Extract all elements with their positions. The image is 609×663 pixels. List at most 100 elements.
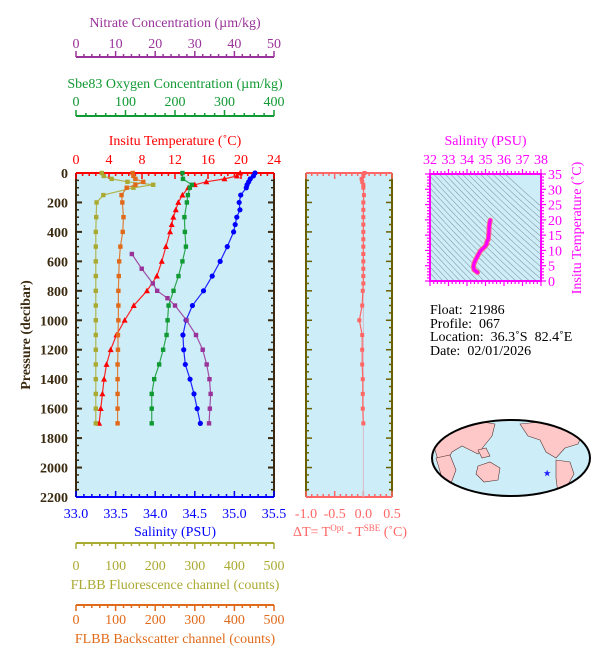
fluorescence-point (93, 214, 99, 220)
y-axis-title: Pressure (decibar) (19, 280, 34, 390)
fluorescence-point (93, 244, 98, 249)
fluorescence-point (109, 176, 114, 182)
backscatter-point (115, 421, 120, 426)
salinity-point (197, 420, 203, 426)
salinity-point (243, 185, 249, 191)
backscatter-point (116, 259, 122, 264)
backscatter-tick-label: 100 (105, 613, 126, 628)
fluorescence-tick-label: 100 (105, 559, 126, 574)
oxygen-point (182, 229, 188, 235)
oxygen-tick-label: 200 (165, 95, 186, 110)
backscatter-point (115, 332, 121, 338)
salinity-point (236, 199, 242, 206)
nitrate-tick-label: 0 (73, 37, 80, 52)
fluorescence-point (94, 200, 99, 205)
salinity-tick-label: 33.5 (103, 507, 128, 522)
delta-t-point (361, 266, 366, 271)
temperature-point (203, 178, 210, 185)
delta-t-point (361, 215, 366, 220)
backscatter-point (131, 173, 136, 179)
ts-y-tick-label: 25 (548, 199, 562, 214)
oxygen-point (149, 406, 154, 411)
temperature-point (97, 405, 104, 412)
y-tick-label: 1600 (40, 403, 68, 418)
delta-t-point (360, 288, 365, 293)
oxygen-series (149, 170, 195, 426)
temperature-tick-label: 12 (168, 153, 182, 168)
temperature-point (167, 228, 174, 235)
temperature-tick-label: 16 (201, 153, 215, 168)
nitrate-axis-title: Nitrate Concentration (µm/kg) (89, 16, 261, 31)
temperature-point (179, 191, 186, 198)
ts-x-tick-label: 34 (460, 153, 474, 168)
salinity-point (224, 244, 230, 250)
fluorescence-point (93, 332, 98, 338)
backscatter-point (115, 376, 120, 382)
ts-x-tick-label: 37 (516, 153, 530, 168)
density-contour (473, 174, 541, 237)
y-tick-label: 2000 (40, 462, 68, 477)
delta-t-point (360, 406, 365, 411)
delta-t-point (361, 421, 366, 426)
y-tick-label: 1800 (40, 432, 68, 447)
nitrate-point (208, 391, 213, 397)
backscatter-tick-label: 0 (73, 613, 80, 628)
continent (477, 447, 491, 459)
fluorescence-axis-title: FLBB Fluorescence channel (counts) (71, 578, 280, 593)
nitrate-tick-label: 40 (227, 37, 241, 52)
nitrate-point (154, 288, 160, 294)
density-contour (450, 174, 541, 262)
temperature-point (233, 172, 240, 179)
fluorescence-tick-label: 200 (145, 559, 166, 574)
density-contour (430, 175, 537, 281)
fluorescence-point (99, 170, 104, 176)
location-map (431, 419, 591, 497)
nitrate-tick-label: 30 (188, 37, 202, 52)
temperature-series (96, 169, 244, 426)
y-tick-label: 0 (61, 167, 68, 182)
oxygen-point (187, 185, 193, 190)
density-contour (430, 217, 491, 281)
ts-y-tick-label: 5 (548, 260, 555, 275)
float-id: Float: 21986 (430, 303, 505, 318)
temperature-point (107, 346, 114, 353)
float-location-star-icon (543, 469, 551, 477)
delta-t-point (360, 333, 365, 337)
backscatter-point (120, 200, 125, 205)
salinity-point (189, 302, 196, 309)
salinity-point (200, 288, 207, 294)
y-tick-label: 200 (47, 196, 68, 211)
fluorescence-point (101, 192, 106, 198)
oxygen-tick-label: 100 (115, 95, 136, 110)
y-tick-label: 2200 (40, 491, 68, 506)
oxygen-axis: 0 100 200 300 400 Sbe83 Oxygen Concentration … (67, 77, 285, 117)
fluorescence-tick-label: 500 (264, 559, 285, 574)
nitrate-point (129, 251, 135, 257)
density-contour (430, 223, 485, 281)
temperature-tick-label: 20 (234, 153, 248, 168)
backscatter-point (116, 288, 121, 294)
backscatter-point (119, 192, 124, 198)
oxygen-tick-label: 0 (73, 95, 80, 110)
y-tick-label: 800 (47, 285, 68, 300)
backscatter-tick-label: 300 (184, 613, 205, 628)
backscatter-series (115, 170, 146, 426)
continent (475, 461, 501, 483)
backscatter-tick-label: 200 (145, 613, 166, 628)
salinity-point (194, 406, 200, 412)
oxygen-point (160, 347, 166, 352)
fluorescence-axis: 0 100 200 300 400 500 FLBB Fluorescence channe… (71, 542, 285, 593)
ts-y-axis-title: Insitu Temperature (˚C) (570, 161, 585, 294)
delta-t-point (361, 229, 366, 234)
oxygen-point (152, 376, 157, 382)
delta-t-tick-label: 0.5 (383, 507, 401, 522)
delta-t-axis-title: ΔT= TOpt - TSBE (˚C) (293, 523, 407, 540)
salinity-point (181, 347, 187, 353)
temperature-point (130, 302, 137, 308)
y-tick-label: 1200 (40, 344, 68, 359)
salinity-tick-label: 35.0 (222, 507, 247, 522)
oxygen-point (183, 244, 189, 249)
nitrate-point (207, 376, 212, 382)
